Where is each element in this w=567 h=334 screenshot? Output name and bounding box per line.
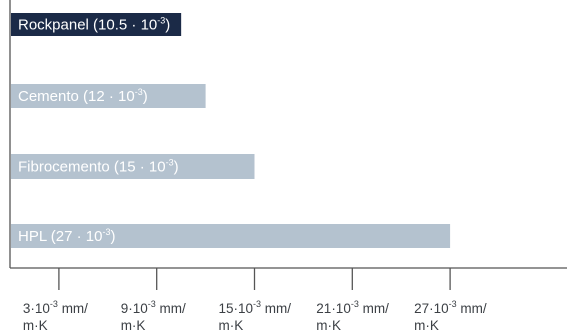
bar-cemento (11, 84, 206, 108)
x-tick-unit: m·K (23, 318, 48, 333)
bar-hpl (11, 224, 451, 248)
bar-label-hpl: HPL (27 · 10-3) (18, 227, 116, 245)
x-tick-label: 3·10-3 mm/ (23, 299, 88, 316)
x-tick-label: 15·10-3 mm/ (219, 299, 292, 316)
bar-label-rockpanel: Rockpanel (10.5 · 10-3) (18, 16, 170, 34)
bar-label-cemento: Cemento (12 · 10-3) (18, 87, 148, 105)
x-tick-label: 27·10-3 mm/ (414, 299, 487, 316)
bars-group: Rockpanel (10.5 · 10-3) Cemento (12 · 10-… (11, 13, 451, 248)
x-tick-label: 9·10-3 mm/ (121, 299, 186, 316)
bar-rockpanel (11, 13, 182, 36)
x-ticks-group: 3·10-3 mm/m·K 9·10-3 mm/m·K 15·10-3 mm/m·K… (23, 268, 487, 333)
bar-label-fibrocemento: Fibrocemento (15 · 10-3) (18, 158, 179, 176)
x-tick-label: 21·10-3 mm/ (316, 299, 389, 316)
x-tick-unit: m·K (316, 318, 341, 333)
x-tick-unit: m·K (121, 318, 146, 333)
x-tick-unit: m·K (414, 318, 439, 333)
bar-fibrocemento (11, 154, 255, 179)
x-tick-unit: m·K (219, 318, 244, 333)
